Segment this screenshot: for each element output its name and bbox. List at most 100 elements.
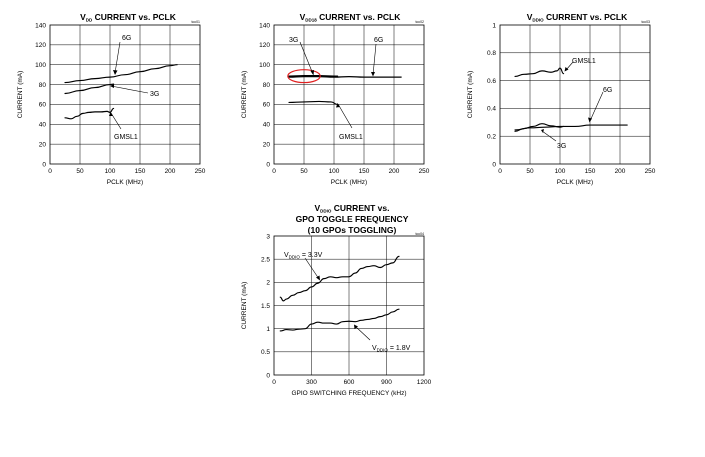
annotation-gmsl1: GMSL1 — [114, 134, 138, 141]
series-group — [65, 65, 177, 119]
y-tick-label: 120 — [259, 42, 270, 49]
y-tick-label: 120 — [35, 42, 46, 49]
series-line-gmsl1 — [289, 101, 338, 104]
x-tick-label: 900 — [381, 379, 392, 386]
x-tick-label: 100 — [555, 168, 566, 175]
x-tick-label: 0 — [498, 168, 502, 175]
annotations: VDDIO = 3.3V VDDIO = 1.8V — [284, 252, 411, 353]
grid-lines — [500, 25, 650, 164]
figure-code: toc02 — [415, 20, 424, 24]
plot-frame — [274, 25, 424, 164]
chart-vddio-gpo-frequency: VDDIO CURRENT vs. GPO TOGGLE FREQUENCY (… — [241, 203, 432, 397]
annotations: 6G 3G GMSL1 — [109, 35, 159, 141]
grid-lines — [50, 25, 200, 164]
annotation-3g: 3G — [150, 91, 159, 98]
annotations: 3G 6G GMSL1 — [289, 37, 383, 141]
x-tick-label: 50 — [76, 168, 84, 175]
arrowhead — [336, 103, 340, 108]
x-tick-label: 250 — [645, 168, 656, 175]
annotation-vddio-3v3: VDDIO = 3.3V — [284, 252, 323, 260]
x-axis-label: PCLK (MHz) — [557, 179, 593, 186]
y-tick-label: 60 — [263, 102, 271, 109]
annotation-arrow-6g — [590, 92, 603, 121]
x-tick-label: 150 — [585, 168, 596, 175]
x-tick-label: 0 — [272, 379, 276, 386]
chart-title-line3: (10 GPOs TOGGLING) — [308, 225, 397, 235]
chart-title-line2: GPO TOGGLE FREQUENCY — [296, 214, 409, 224]
series-line-vddio-1-8v — [280, 309, 399, 331]
annotation-6g: 6G — [603, 87, 612, 94]
x-tick-label: 200 — [615, 168, 626, 175]
annotation-gmsl1: GMSL1 — [339, 134, 363, 141]
y-tick-label: 0.5 — [261, 349, 270, 356]
y-tick-label: 20 — [39, 141, 47, 148]
y-tick-label: 1.5 — [261, 303, 270, 310]
y-tick-label: 100 — [259, 62, 270, 69]
y-tick-label: 20 — [263, 141, 271, 148]
chart-vdd18-current: VDD18 CURRENT vs. PCLK toc02 02040608010… — [241, 12, 430, 186]
x-tick-label: 250 — [419, 168, 430, 175]
x-tick-label: 600 — [344, 379, 355, 386]
x-tick-label: 0 — [48, 168, 52, 175]
y-tick-label: 0 — [266, 372, 270, 379]
series-line-6g — [515, 125, 627, 130]
figure-code: toc04 — [415, 232, 424, 236]
series-line-6g — [65, 65, 177, 83]
x-tick-label: 300 — [306, 379, 317, 386]
y-axis-label: CURRENT (mA) — [241, 71, 248, 119]
annotation-arrow-6g — [115, 42, 120, 73]
y-tick-label: 140 — [35, 22, 46, 29]
x-tick-label: 150 — [359, 168, 370, 175]
y-tick-label: 0.8 — [487, 50, 496, 57]
annotation-gmsl1: GMSL1 — [572, 58, 596, 65]
series-group — [280, 256, 399, 331]
x-axis-label: PCLK (MHz) — [107, 179, 143, 186]
x-axis-label: PCLK (MHz) — [331, 179, 367, 186]
arrowhead — [371, 72, 375, 77]
chart-vdd-current: VDD CURRENT vs. PCLK toc01 0204060801001… — [17, 12, 206, 186]
figure-code: toc03 — [641, 20, 650, 24]
y-tick-label: 0 — [42, 161, 46, 168]
x-ticks: 0 50 100 150 200 250 — [498, 168, 656, 175]
y-tick-label: 80 — [263, 82, 271, 89]
y-tick-label: 80 — [39, 82, 47, 89]
y-tick-label: 100 — [35, 62, 46, 69]
series-line-gmsl1 — [515, 68, 564, 76]
x-tick-label: 200 — [165, 168, 176, 175]
arrowhead — [316, 276, 320, 281]
x-tick-label: 100 — [329, 168, 340, 175]
x-axis-label: GPIO SWITCHING FREQUENCY (kHz) — [291, 390, 406, 397]
y-tick-label: 3 — [266, 233, 270, 240]
annotation-vddio-1v8: VDDIO = 1.8V — [372, 345, 411, 353]
x-tick-label: 1200 — [417, 379, 432, 386]
x-tick-label: 50 — [300, 168, 308, 175]
chart-title: VDD CURRENT vs. PCLK — [80, 12, 177, 23]
x-tick-label: 50 — [526, 168, 534, 175]
y-tick-label: 0.4 — [487, 106, 496, 113]
x-tick-label: 100 — [105, 168, 116, 175]
annotation-arrow-6g — [373, 44, 376, 75]
series-group — [515, 68, 627, 131]
chart-title: VDDIO CURRENT vs. PCLK — [527, 12, 628, 23]
y-tick-label: 1 — [266, 326, 270, 333]
annotation-3g: 3G — [557, 143, 566, 150]
annotation-arrow-1v8 — [355, 326, 370, 340]
y-axis-label: CURRENT (mA) — [241, 282, 248, 330]
y-tick-label: 140 — [259, 22, 270, 29]
chart-vddio-current: VDDIO CURRENT vs. PCLK toc03 00.20.40.60… — [467, 12, 656, 186]
y-tick-label: 0.2 — [487, 134, 496, 141]
grid-lines — [274, 25, 424, 164]
y-tick-label: 0 — [266, 161, 270, 168]
y-axis-label: CURRENT (mA) — [17, 71, 24, 119]
y-axis-label: CURRENT (mA) — [467, 71, 474, 119]
plot-frame — [500, 25, 650, 164]
figure-code: toc01 — [191, 20, 200, 24]
series-line-vddio-3-3v — [280, 256, 399, 300]
y-tick-label: 40 — [263, 122, 271, 129]
plot-frame — [50, 25, 200, 164]
